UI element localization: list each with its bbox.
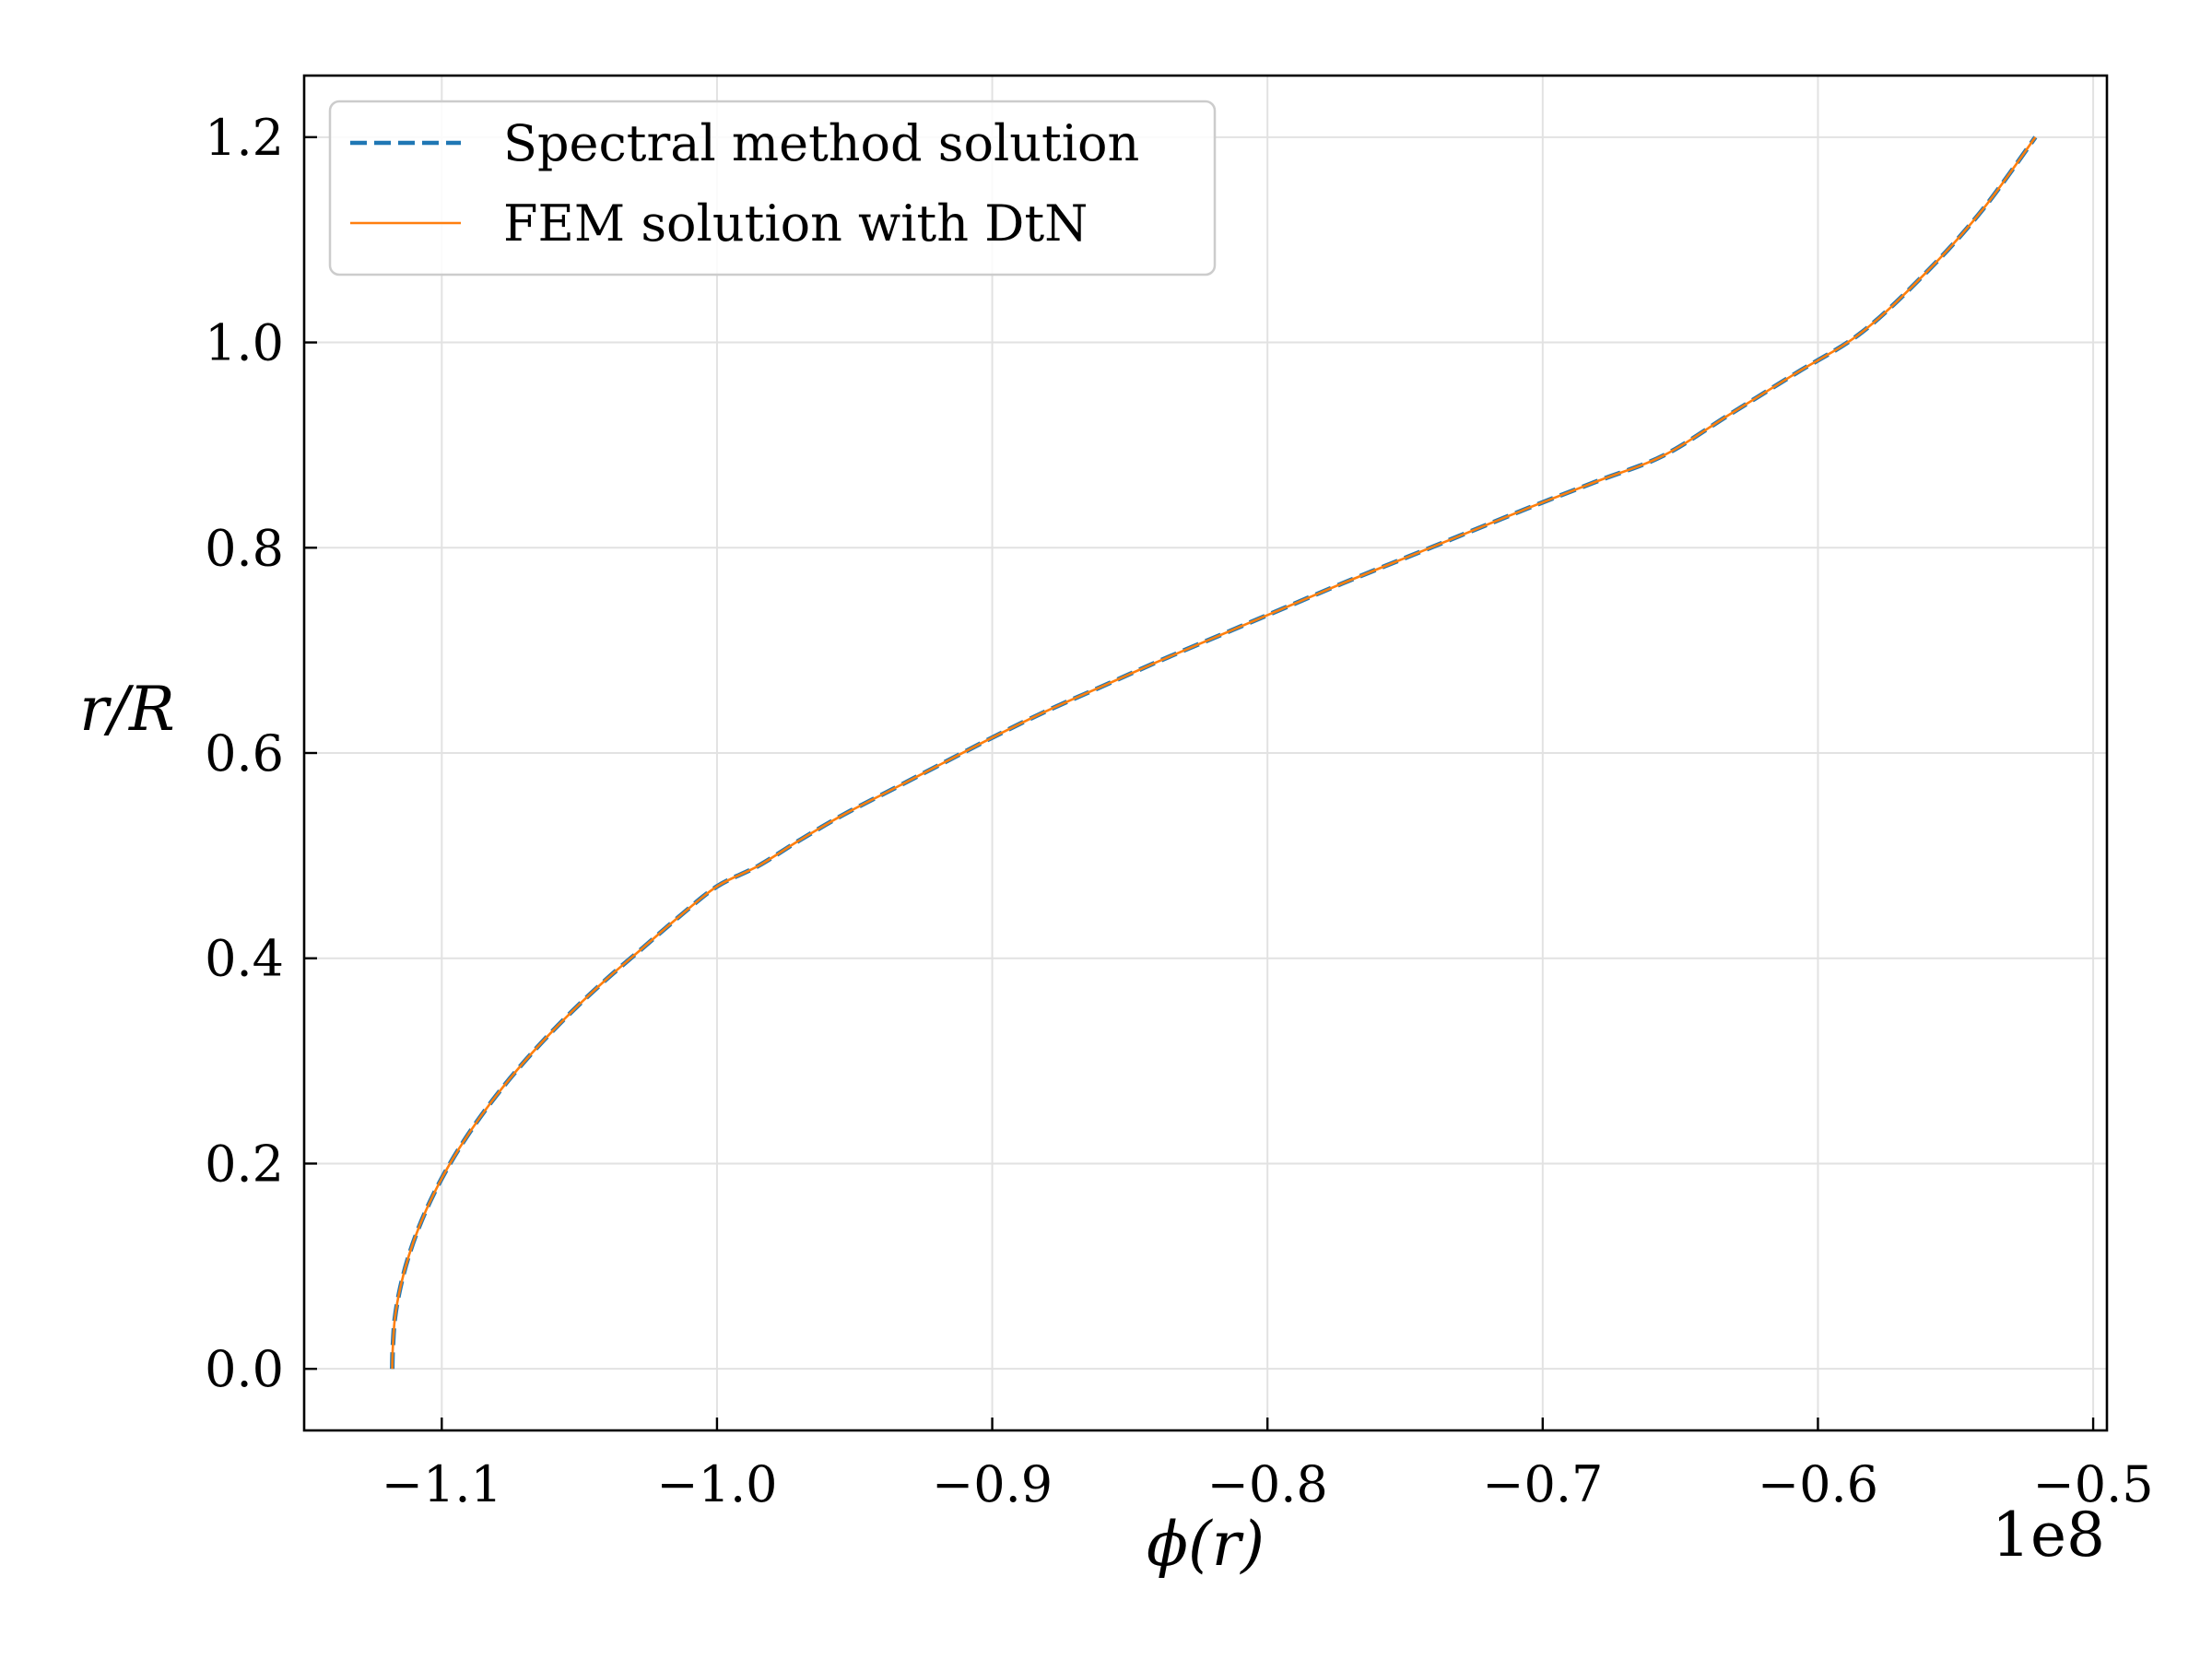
x-tick-label: −0.9 — [932, 1455, 1053, 1513]
x-axis-label: ϕ(r) — [1147, 1509, 1265, 1580]
legend-label-fem: FEM solution with DtN — [503, 194, 1088, 253]
legend: Spectral method solution FEM solution wi… — [328, 100, 1217, 276]
y-tick-label: 0.6 — [205, 724, 284, 782]
x-tick-label: −0.6 — [1758, 1455, 1878, 1513]
legend-label-spectral: Spectral method solution — [503, 114, 1139, 172]
y-tick-label: 0.8 — [205, 519, 284, 577]
x-tick-label: −1.1 — [382, 1455, 502, 1513]
y-tick-label: 1.0 — [205, 314, 284, 372]
x-tick-label: −1.0 — [656, 1455, 777, 1513]
y-tick-label: 0.2 — [205, 1135, 284, 1193]
plot-series — [390, 135, 2038, 1370]
axis-ticks: −1.1 −1.0 −0.9 −0.8 −0.7 −0.6 −0.5 0.0 0.2 0.4 0.6… — [205, 109, 2154, 1513]
x-tick-label: −0.8 — [1207, 1455, 1328, 1513]
y-axis-label: r/R — [79, 674, 174, 745]
y-tick-label: 0.4 — [205, 930, 284, 988]
x-tick-label: −0.5 — [2033, 1455, 2154, 1513]
x-tick-label: −0.7 — [1482, 1455, 1603, 1513]
legend-box — [328, 100, 1217, 276]
x-offset-label: 1e8 — [1992, 1500, 2105, 1571]
y-tick-label: 1.2 — [205, 109, 284, 167]
fem-dtn-line — [391, 136, 2037, 1370]
y-tick-label: 0.0 — [205, 1340, 284, 1398]
